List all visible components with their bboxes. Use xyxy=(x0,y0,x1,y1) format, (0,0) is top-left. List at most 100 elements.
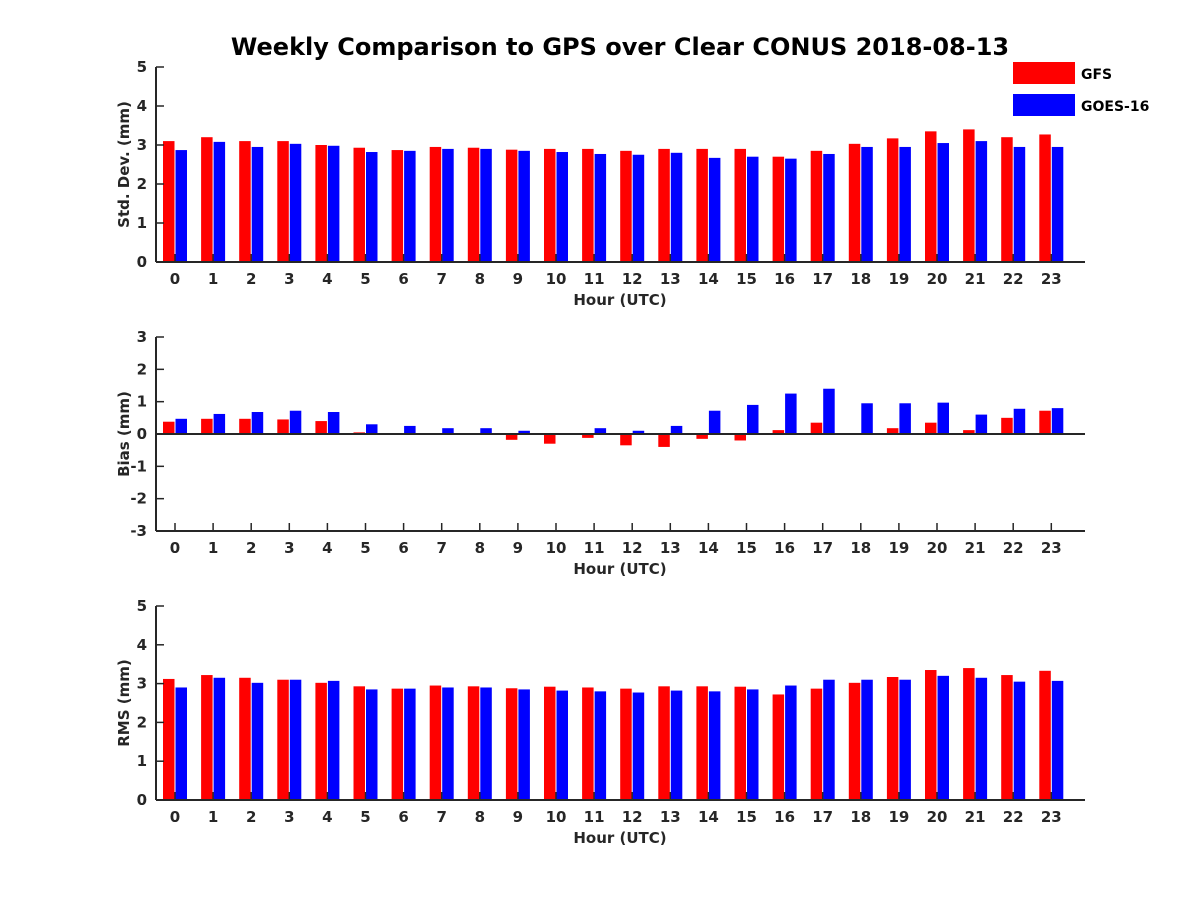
bar-goes16-hour-5 xyxy=(366,152,378,262)
x-tick-label: 12 xyxy=(622,539,643,557)
x-tick-label: 2 xyxy=(246,539,256,557)
bar-goes16-hour-17 xyxy=(823,153,835,262)
legend: GFS GOES-16 xyxy=(1013,62,1149,116)
bar-gfs-hour-0 xyxy=(163,421,175,434)
bar-gfs-hour-20 xyxy=(925,422,937,434)
legend-label-goes16: GOES-16 xyxy=(1081,99,1149,115)
bar-gfs-hour-10 xyxy=(544,148,556,262)
x-axis-label: Hour (UTC) xyxy=(573,560,666,578)
bar-gfs-hour-23 xyxy=(1039,134,1051,262)
x-tick-label: 13 xyxy=(660,270,681,288)
bar-goes16-hour-15 xyxy=(747,689,759,800)
bar-goes16-hour-18 xyxy=(861,146,873,262)
y-tick-label: 2 xyxy=(137,360,147,378)
bar-goes16-hour-21 xyxy=(975,414,988,434)
x-tick-label: 20 xyxy=(927,270,948,288)
x-tick-label: 9 xyxy=(513,539,523,557)
x-tick-label: 14 xyxy=(698,539,719,557)
bar-gfs-hour-13 xyxy=(658,148,670,262)
bar-goes16-hour-4 xyxy=(327,412,340,434)
x-tick-label: 15 xyxy=(736,808,757,826)
bar-gfs-hour-21 xyxy=(963,430,975,434)
x-tick-label: 6 xyxy=(398,270,408,288)
bar-goes16-hour-1 xyxy=(213,141,226,262)
bar-goes16-hour-12 xyxy=(632,154,645,262)
bar-gfs-hour-7 xyxy=(429,146,442,262)
bar-goes16-hour-14 xyxy=(708,691,721,800)
bar-goes16-hour-4 xyxy=(327,145,340,262)
bar-gfs-hour-19 xyxy=(886,138,899,262)
bar-goes16-hour-12 xyxy=(632,430,645,434)
bar-goes16-hour-8 xyxy=(480,428,492,434)
y-tick-label: 3 xyxy=(137,136,147,154)
bar-gfs-hour-18 xyxy=(848,682,861,800)
bar-gfs-hour-9 xyxy=(505,688,518,800)
bar-goes16-hour-19 xyxy=(899,403,911,434)
x-tick-label: 13 xyxy=(660,808,681,826)
bar-gfs-hour-5 xyxy=(353,147,365,262)
bar-goes16-hour-11 xyxy=(594,428,607,434)
bar-gfs-hour-11 xyxy=(582,148,594,262)
x-axis-label: Hour (UTC) xyxy=(573,291,666,309)
y-tick-label: 4 xyxy=(137,636,147,654)
bar-goes16-hour-14 xyxy=(708,157,721,262)
bar-gfs-hour-14 xyxy=(696,434,708,439)
y-tick-label: 4 xyxy=(137,97,147,115)
bar-goes16-hour-0 xyxy=(175,150,187,262)
bar-gfs-hour-10 xyxy=(544,686,556,800)
x-tick-label: 11 xyxy=(584,808,605,826)
x-tick-label: 19 xyxy=(888,808,909,826)
bar-goes16-hour-15 xyxy=(747,156,759,262)
bar-gfs-hour-16 xyxy=(772,430,785,434)
bar-gfs-hour-6 xyxy=(391,150,404,262)
bar-gfs-hour-9 xyxy=(505,149,518,262)
bar-goes16-hour-11 xyxy=(594,153,607,262)
bar-gfs-hour-2 xyxy=(239,141,251,262)
bar-goes16-hour-2 xyxy=(251,682,264,800)
bar-gfs-hour-6 xyxy=(391,688,404,800)
bar-gfs-hour-15 xyxy=(734,148,746,262)
bar-goes16-hour-16 xyxy=(785,393,797,434)
bar-gfs-hour-17 xyxy=(810,422,823,434)
bar-gfs-hour-5 xyxy=(353,686,365,800)
x-tick-label: 2 xyxy=(246,808,256,826)
x-tick-label: 17 xyxy=(812,539,833,557)
bar-goes16-hour-20 xyxy=(937,402,949,434)
x-tick-label: 3 xyxy=(284,808,294,826)
bar-gfs-hour-20 xyxy=(925,670,937,800)
x-tick-label: 5 xyxy=(360,539,370,557)
bar-gfs-hour-1 xyxy=(201,418,213,434)
x-tick-label: 11 xyxy=(584,270,605,288)
x-tick-label: 10 xyxy=(546,539,567,557)
bar-goes16-hour-8 xyxy=(480,148,492,262)
x-tick-label: 20 xyxy=(927,808,948,826)
bar-goes16-hour-20 xyxy=(937,675,949,800)
bar-gfs-hour-17 xyxy=(810,150,823,262)
x-tick-label: 9 xyxy=(513,270,523,288)
bar-gfs-hour-0 xyxy=(163,678,175,800)
bar-gfs-hour-23 xyxy=(1039,410,1051,434)
bar-goes16-hour-21 xyxy=(975,141,988,262)
bar-gfs-hour-9 xyxy=(505,434,518,440)
x-tick-label: 6 xyxy=(398,808,408,826)
bar-gfs-hour-12 xyxy=(620,688,632,800)
bar-goes16-hour-20 xyxy=(937,143,949,262)
x-tick-label: 8 xyxy=(475,270,485,288)
y-tick-label: -1 xyxy=(130,457,147,475)
x-tick-label: 3 xyxy=(284,270,294,288)
x-tick-label: 18 xyxy=(850,539,871,557)
x-axis-label: Hour (UTC) xyxy=(573,829,666,847)
bar-gfs-hour-12 xyxy=(620,434,632,446)
x-tick-label: 21 xyxy=(965,270,986,288)
bar-gfs-hour-4 xyxy=(315,421,327,434)
x-tick-label: 4 xyxy=(322,270,332,288)
bar-goes16-hour-11 xyxy=(594,691,607,800)
x-tick-label: 0 xyxy=(170,539,180,557)
bar-gfs-hour-4 xyxy=(315,145,327,262)
bar-goes16-hour-1 xyxy=(213,413,226,434)
bar-goes16-hour-17 xyxy=(823,679,835,800)
bar-goes16-hour-12 xyxy=(632,692,645,800)
x-tick-label: 18 xyxy=(850,270,871,288)
